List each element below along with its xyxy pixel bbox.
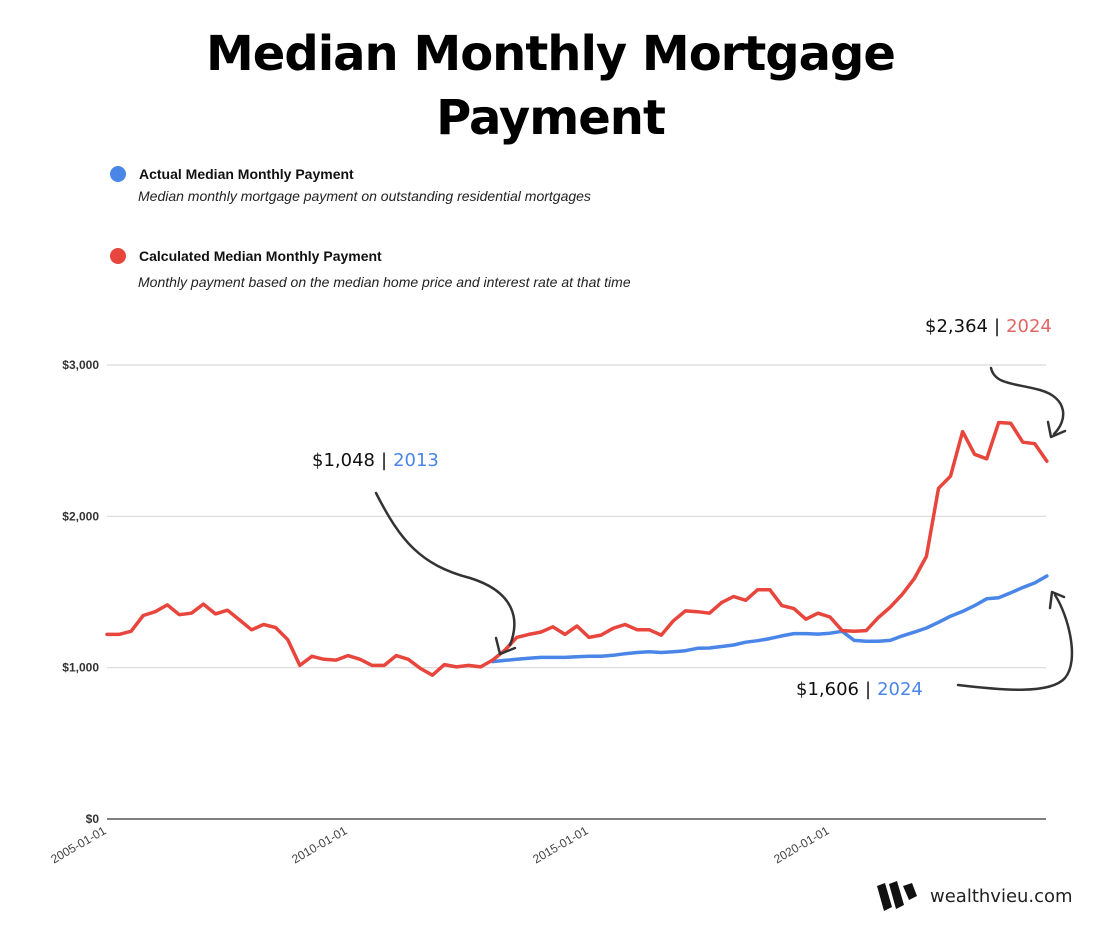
y-tick-label: $3,000	[62, 358, 99, 372]
legend-label-calculated: Calculated Median Monthly Payment	[139, 248, 382, 264]
legend-label-actual: Actual Median Monthly Payment	[139, 166, 354, 182]
chart-series	[105, 420, 1049, 677]
legend-description-actual: Median monthly mortgage payment on outst…	[138, 188, 591, 204]
annotation-year: 2013	[393, 450, 439, 471]
annotation-arrows	[374, 366, 1074, 692]
arrowhead-2024-calculated-icon	[1046, 420, 1067, 439]
arrowhead-2024-actual-icon	[1048, 590, 1066, 610]
y-tick-label: $1,000	[62, 661, 99, 675]
annotation-2013-actual: $1,048 | 2013	[312, 450, 439, 471]
x-tick-label: 2015-01-01	[530, 823, 590, 866]
annotation-2024-calculated: $2,364 | 2024	[925, 316, 1052, 337]
legend-dot-actual-icon	[110, 166, 126, 182]
arrow-2024-calculated-icon	[989, 366, 1065, 436]
y-axis-ticks: $0 $1,000 $2,000 $3,000	[62, 358, 99, 826]
legend-dot-calculated-icon	[110, 248, 126, 264]
chart-title-line-2: Payment	[436, 90, 666, 146]
x-tick-label: 2020-01-01	[771, 823, 831, 866]
annotation-separator: |	[993, 316, 1001, 337]
annotation-separator: |	[864, 679, 872, 700]
annotation-2024-actual: $1,606 | 2024	[796, 679, 923, 700]
annotation-value: $2,364	[925, 316, 988, 337]
y-tick-label: $0	[86, 812, 100, 826]
chart-title: Median Monthly Mortgage Payment	[0, 22, 1101, 150]
wealthvieu-logo-icon	[877, 881, 917, 911]
series-actual-line	[490, 574, 1049, 664]
x-axis-ticks: 2005-01-01 2010-01-01 2015-01-01 2020-01-01	[48, 823, 831, 866]
annotation-value: $1,048	[312, 450, 375, 471]
brand-logo: wealthvieu.com	[876, 879, 1073, 913]
annotation-separator: |	[380, 450, 388, 471]
series-calculated-line	[105, 420, 1049, 677]
annotation-year: 2024	[1006, 316, 1052, 337]
arrow-2013-icon	[374, 491, 516, 647]
annotation-value: $1,606	[796, 679, 859, 700]
brand-name: wealthvieu.com	[930, 885, 1073, 907]
x-tick-label: 2010-01-01	[289, 823, 349, 866]
legend-description-calculated: Monthly payment based on the median home…	[138, 274, 631, 290]
y-tick-label: $2,000	[62, 509, 99, 523]
arrowhead-2013-icon	[494, 636, 517, 656]
chart-title-line-1: Median Monthly Mortgage	[206, 26, 896, 82]
annotation-year: 2024	[877, 679, 923, 700]
x-tick-label: 2005-01-01	[48, 823, 108, 866]
chart-gridlines	[107, 364, 1046, 820]
arrow-2024-actual-icon	[956, 593, 1074, 692]
